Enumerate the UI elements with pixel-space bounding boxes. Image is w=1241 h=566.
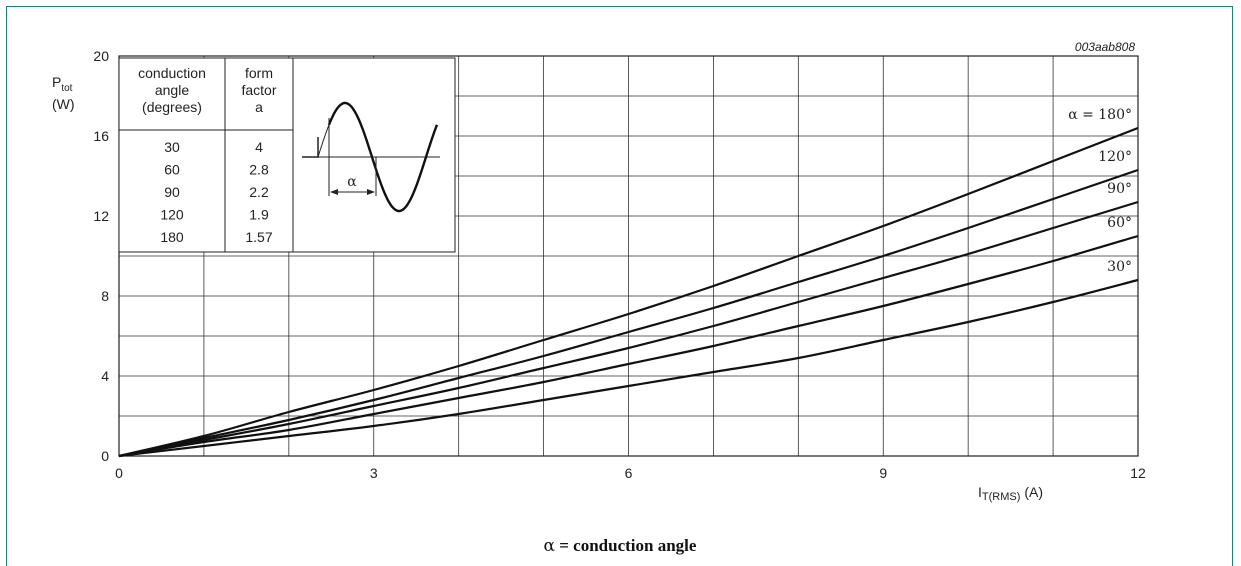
inset-header-text: angle: [155, 82, 189, 98]
curve-series: [118, 200, 1139, 458]
y-axis-label: Ptot: [52, 74, 73, 94]
figure-frame: [6, 6, 1233, 566]
plot-border: [118, 55, 1139, 457]
inset-header-text: a: [255, 99, 263, 115]
x-tick-label: 0: [115, 465, 123, 481]
waveform-conduction-start: [317, 124, 330, 158]
y-axis-symbol: P: [52, 74, 61, 90]
x-tick-label: 9: [879, 465, 887, 481]
inset-cell: 1.9: [249, 207, 269, 223]
waveform-diagram: α: [302, 101, 440, 213]
y-tick-label: 20: [93, 48, 109, 64]
inset-border: [118, 57, 456, 253]
curve-series: [118, 234, 1139, 458]
inset-cell: 2.2: [249, 184, 269, 200]
y-axis-subscript: tot: [61, 83, 72, 94]
caption-text: = conduction angle: [555, 536, 697, 555]
inset-cell: 2.8: [249, 162, 269, 178]
x-axis-label: IT(RMS) (A): [978, 484, 1043, 503]
inset-header-text: factor: [241, 82, 276, 98]
curve-series: [118, 126, 1139, 458]
alpha-arrowhead-left: [330, 189, 338, 195]
inset-cell: 4: [255, 139, 263, 155]
curve-series: [118, 168, 1139, 458]
x-axis-subscript: T(RMS): [982, 491, 1021, 503]
curve-label: α = 180°: [1068, 107, 1132, 123]
curves: [118, 126, 1139, 458]
inset-cell: 30: [164, 139, 180, 155]
inset-cell: 60: [164, 162, 180, 178]
y-tick-label: 12: [93, 208, 109, 224]
inset-cell: 90: [164, 184, 180, 200]
curve-label: 60°: [1107, 215, 1132, 231]
y-tick-label: 0: [101, 448, 109, 464]
figure-code: 003aab808: [1075, 40, 1135, 54]
inset-header-text: form: [245, 65, 273, 81]
waveform-sine: [327, 101, 439, 213]
x-axis-symbol: I: [978, 484, 982, 500]
waveform-alpha-label: α: [347, 174, 357, 190]
axes: 0 4 8 12 16 20 0 3 6 9 12: [93, 48, 1146, 481]
curve-series: [118, 278, 1139, 458]
curve-label: 90°: [1107, 181, 1132, 197]
y-tick-label: 16: [93, 128, 109, 144]
alpha-arrowhead-right: [367, 189, 375, 195]
curve-label: 120°: [1098, 149, 1132, 165]
x-tick-label: 12: [1130, 465, 1146, 481]
inset-cell: 1.57: [245, 229, 272, 245]
y-tick-label: 4: [101, 368, 109, 384]
x-tick-label: 3: [370, 465, 378, 481]
inset-header-text: conduction: [138, 65, 206, 81]
inset-cell: 120: [160, 207, 184, 223]
inset-cell: 180: [160, 229, 184, 245]
caption: α = conduction angle: [544, 536, 697, 556]
curve-labels: α = 180° 120° 90° 60° 30°: [1068, 107, 1132, 275]
y-tick-label: 8: [101, 288, 109, 304]
x-tick-label: 6: [625, 465, 633, 481]
caption-symbol: α: [544, 536, 556, 556]
x-axis-unit: (A): [1024, 484, 1043, 500]
inset-header-text: (degrees): [142, 99, 202, 115]
curve-label: 30°: [1107, 259, 1132, 275]
y-axis-unit: (W): [52, 96, 75, 112]
